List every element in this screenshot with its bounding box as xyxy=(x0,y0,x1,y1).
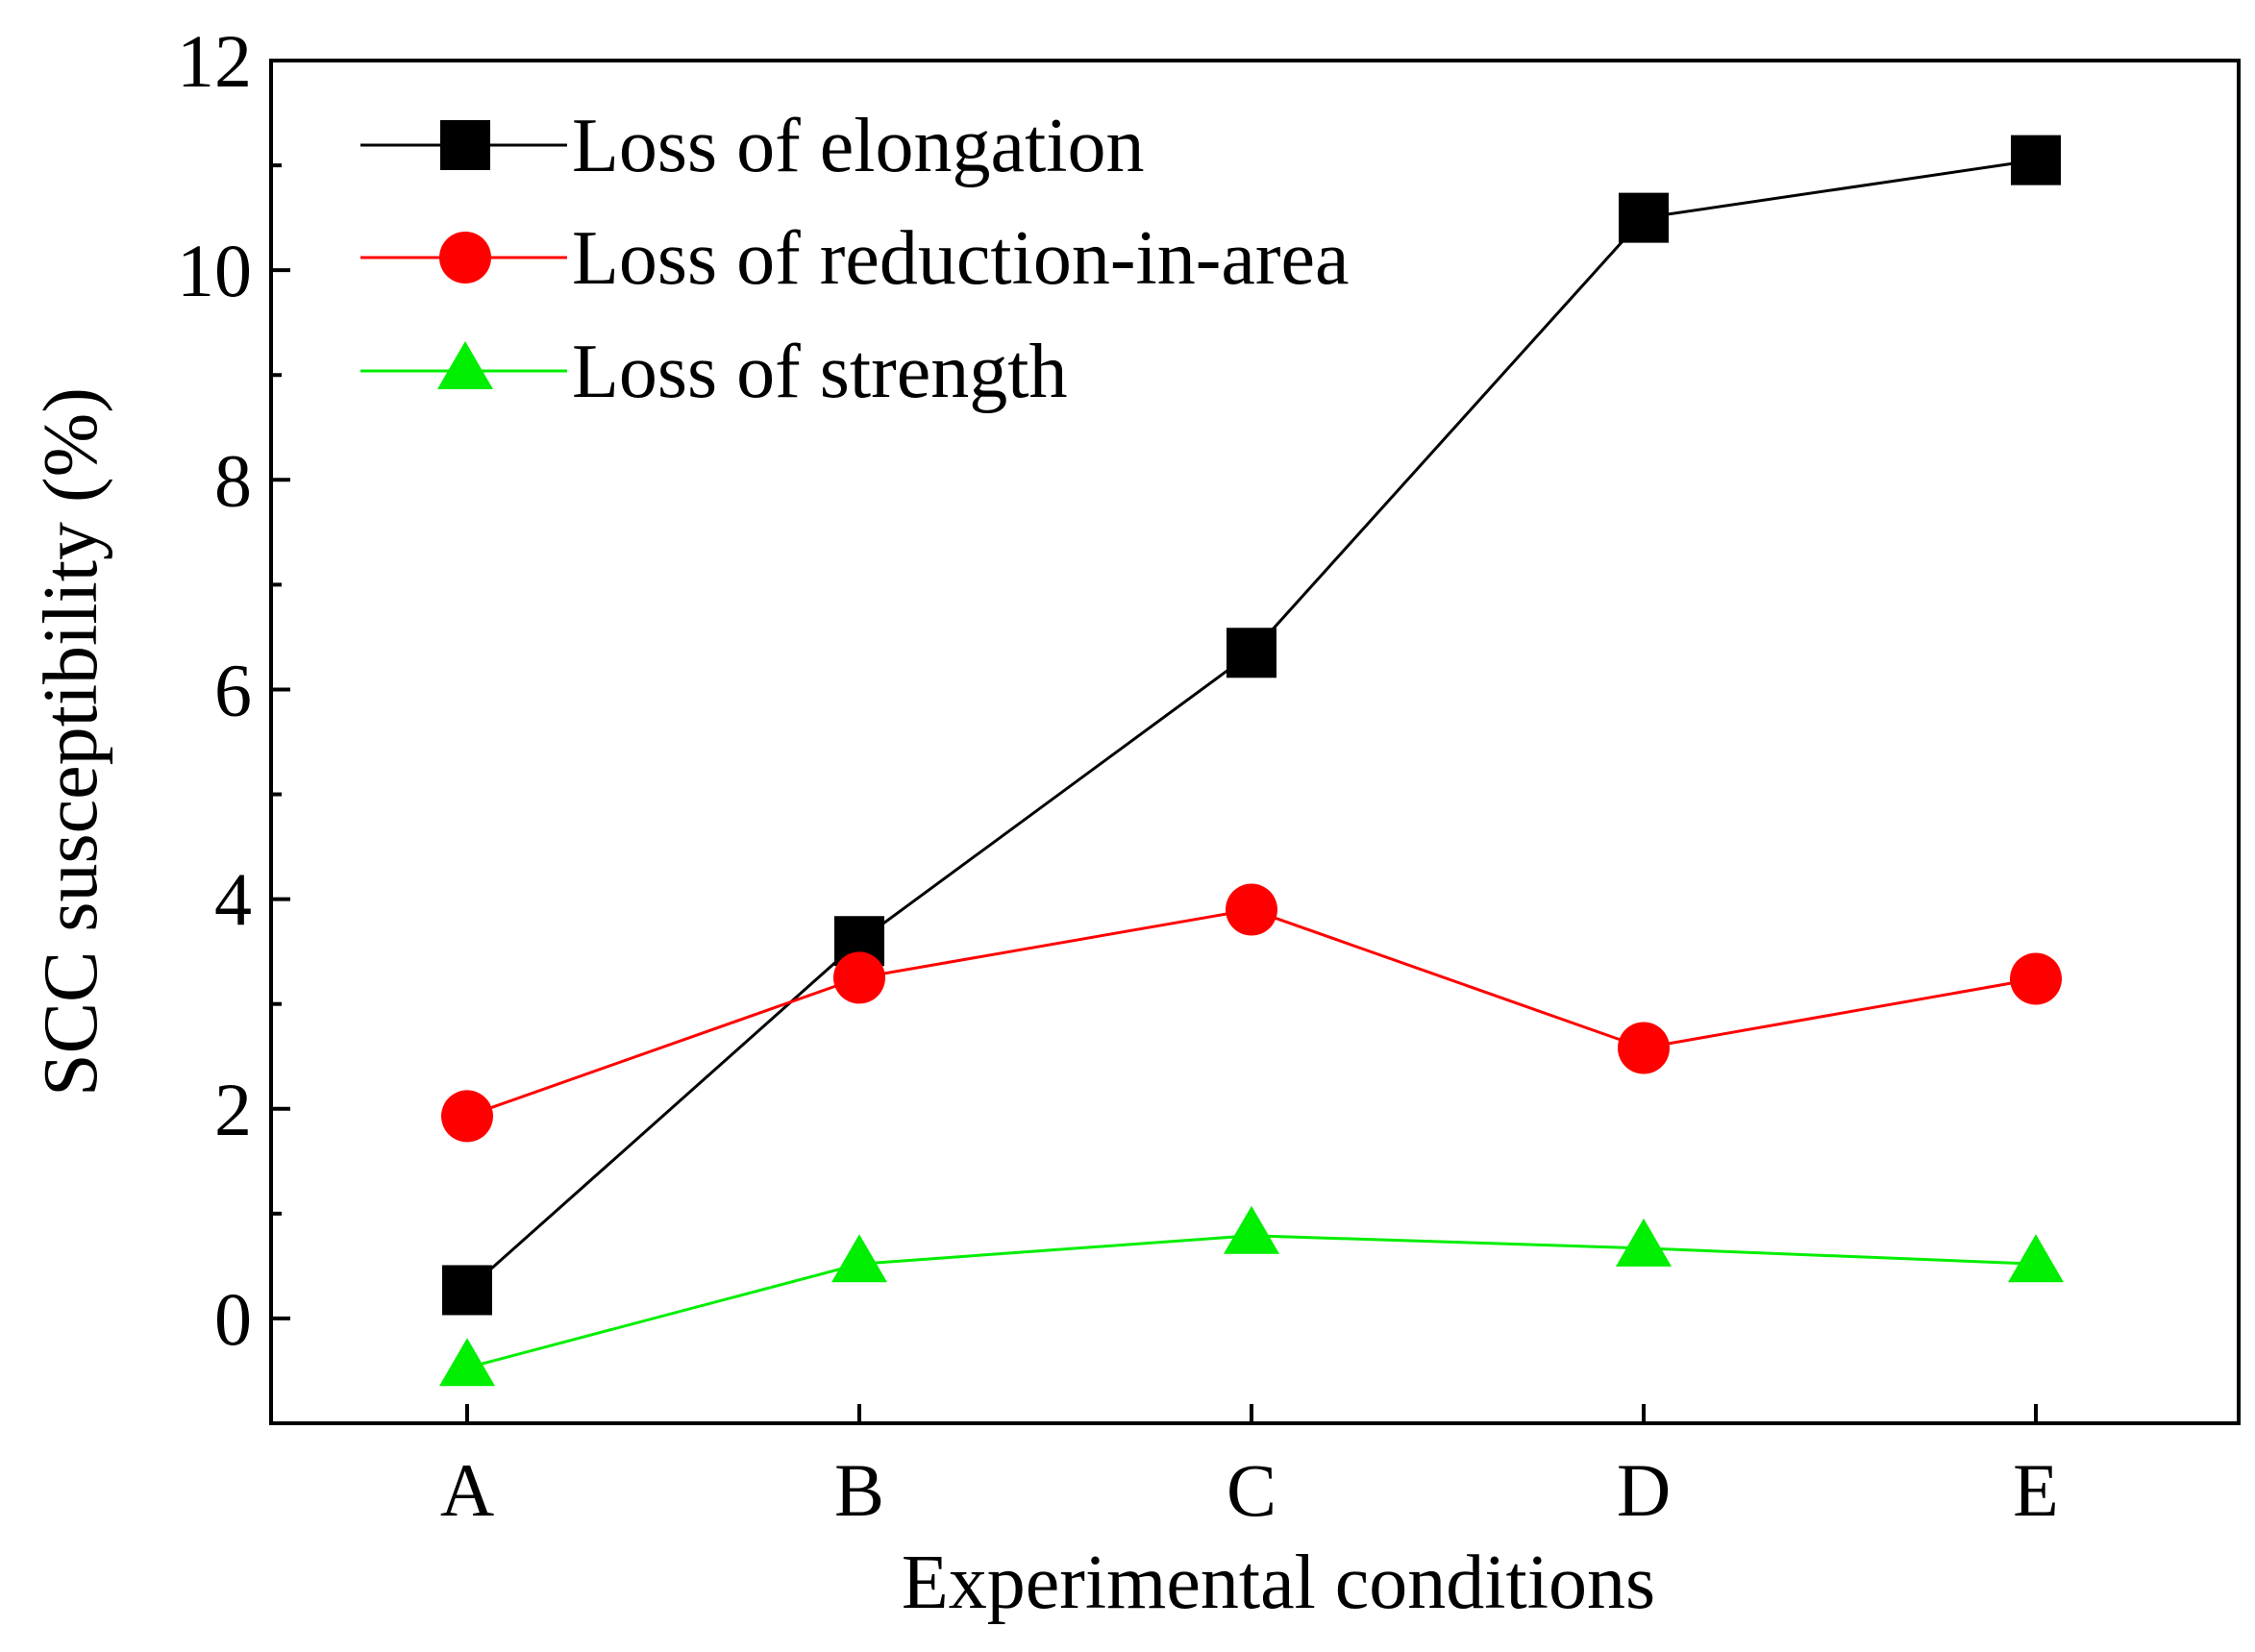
data-point-loss-of-reduction-in-area xyxy=(2010,952,2062,1005)
data-point-loss-of-reduction-in-area xyxy=(1226,883,1277,936)
x-tick-label: A xyxy=(440,1448,494,1532)
y-tick-label: 0 xyxy=(214,1277,252,1361)
y-tick-label: 6 xyxy=(214,648,252,731)
x-tick-label: E xyxy=(2013,1448,2059,1532)
y-axis-title: SCC susceptibility (%) xyxy=(29,387,113,1097)
y-tick-label: 8 xyxy=(214,438,252,522)
series-line-loss-of-strength xyxy=(466,1234,2037,1369)
y-tick-label: 2 xyxy=(214,1068,252,1151)
data-point-loss-of-elongation xyxy=(1227,628,1276,678)
legend: Loss of elongation Loss of reduction-in-a… xyxy=(360,104,1350,414)
data-point-loss-of-strength xyxy=(2008,1234,2064,1283)
y-tick-label: 4 xyxy=(214,858,252,942)
y-tick-label: 10 xyxy=(177,229,252,312)
series-layer xyxy=(439,135,2064,1387)
data-point-loss-of-strength xyxy=(1616,1218,1672,1267)
legend-label-loss-of-strength: Loss of strength xyxy=(572,330,1068,414)
data-point-loss-of-elongation xyxy=(1619,192,1669,243)
data-point-loss-of-strength xyxy=(439,1338,495,1387)
data-point-loss-of-reduction-in-area xyxy=(833,951,885,1004)
data-point-loss-of-reduction-in-area xyxy=(1618,1022,1670,1074)
x-tick-label: B xyxy=(834,1448,884,1532)
legend-marker-loss-of-strength xyxy=(437,341,493,389)
legend-marker-loss-of-reduction-in-area xyxy=(439,232,491,284)
x-tick-label: C xyxy=(1227,1448,1276,1532)
x-tick-label: D xyxy=(1617,1448,1671,1532)
legend-label-loss-of-reduction-in-area: Loss of reduction-in-area xyxy=(572,216,1350,301)
data-point-loss-of-strength xyxy=(1224,1205,1279,1254)
data-point-loss-of-elongation xyxy=(442,1265,492,1316)
plot-frame xyxy=(269,59,2241,1425)
x-axis-title: Experimental conditions xyxy=(902,1541,1655,1625)
y-tick-label: 12 xyxy=(177,19,252,103)
data-point-loss-of-reduction-in-area xyxy=(441,1090,493,1143)
data-point-loss-of-strength xyxy=(831,1234,887,1283)
legend-label-loss-of-elongation: Loss of elongation xyxy=(572,104,1144,188)
series-line-loss-of-reduction-in-area xyxy=(466,907,2037,1118)
legend-marker-loss-of-elongation xyxy=(440,120,490,170)
y-axis-ticks: 0 2 4 6 8 10 12 xyxy=(177,19,290,1425)
data-point-loss-of-elongation xyxy=(2011,135,2061,185)
x-axis-ticks: A B C D E xyxy=(440,1404,2059,1532)
